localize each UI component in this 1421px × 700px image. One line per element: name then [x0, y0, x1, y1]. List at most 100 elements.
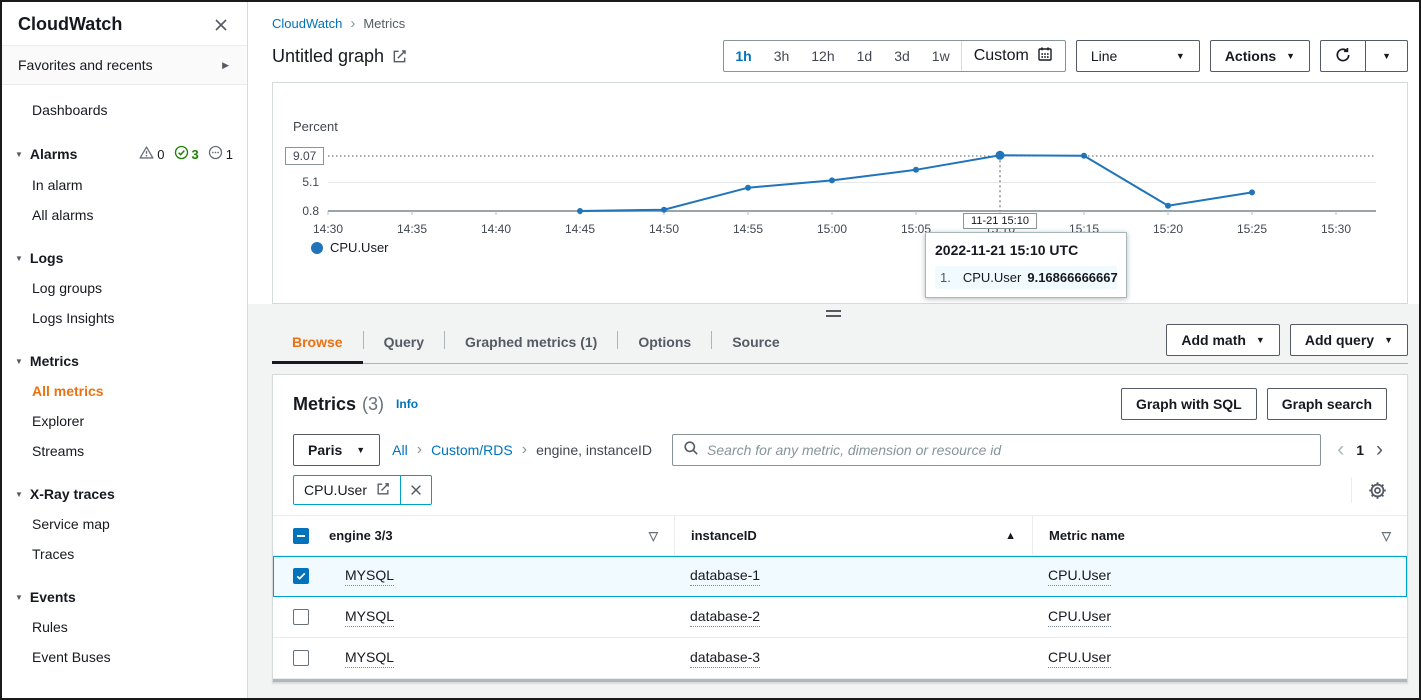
- sidebar-item-traces[interactable]: Traces: [32, 546, 75, 562]
- range-12h[interactable]: 12h: [811, 48, 835, 64]
- tab-options[interactable]: Options: [638, 334, 692, 350]
- caret-down-icon[interactable]: ▼: [15, 356, 23, 366]
- table-row[interactable]: MYSQL database-1 CPU.User: [273, 556, 1407, 597]
- range-1h[interactable]: 1h: [735, 48, 752, 64]
- sidebar-section-alarms[interactable]: ▼ Alarms 0 3 1: [2, 138, 247, 170]
- filter-icon[interactable]: ▽: [648, 528, 658, 543]
- gear-icon[interactable]: [1368, 481, 1387, 500]
- refresh-button[interactable]: [1320, 40, 1367, 72]
- add-math-button[interactable]: Add math ▼: [1166, 324, 1280, 356]
- line-chart-plot[interactable]: [273, 83, 1410, 233]
- engine-value[interactable]: MYSQL: [345, 608, 395, 627]
- close-icon[interactable]: [213, 17, 229, 33]
- range-1w[interactable]: 1w: [931, 48, 950, 64]
- sidebar-item-all-metrics[interactable]: All metrics: [32, 383, 104, 399]
- sidebar-item-event-buses[interactable]: Event Buses: [32, 649, 111, 665]
- engine-value[interactable]: MYSQL: [345, 649, 395, 668]
- caret-down-icon[interactable]: ▼: [15, 253, 23, 263]
- instance-id-value[interactable]: database-3: [690, 649, 761, 668]
- column-header-engine[interactable]: engine 3/3 ▽: [329, 516, 674, 555]
- metrics-tabs: Browse Query Graphed metrics (1) Options…: [272, 323, 1408, 364]
- chart-legend[interactable]: CPU.User: [311, 240, 389, 255]
- table-row[interactable]: MYSQL database-3 CPU.User: [273, 638, 1407, 679]
- sidebar-section-metrics[interactable]: ▼ Metrics: [2, 346, 247, 376]
- sidebar-section-logs[interactable]: ▼ Logs: [2, 243, 247, 273]
- tab-query[interactable]: Query: [383, 334, 425, 350]
- column-header-instanceid[interactable]: instanceID ▲: [674, 516, 1032, 555]
- region-select[interactable]: Paris ▼: [293, 434, 381, 466]
- actions-button[interactable]: Actions ▼: [1209, 40, 1311, 72]
- row-checkbox[interactable]: [293, 609, 309, 625]
- filter-icon[interactable]: ▽: [1381, 528, 1391, 543]
- sidebar-item-streams[interactable]: Streams: [32, 443, 85, 459]
- horizontal-scrollbar[interactable]: [273, 679, 1407, 682]
- caret-down-icon[interactable]: ▼: [15, 592, 23, 602]
- graph-search-button[interactable]: Graph search: [1266, 388, 1387, 420]
- metrics-count: (3): [362, 393, 385, 414]
- alarms-section-label: Alarms: [29, 146, 78, 162]
- metric-name-value[interactable]: CPU.User: [1048, 649, 1112, 668]
- sidebar-item-favorites[interactable]: Favorites and recents ▶: [2, 46, 247, 85]
- info-link[interactable]: Info: [396, 397, 419, 411]
- row-checkbox[interactable]: [293, 568, 309, 584]
- tab-graphed-metrics[interactable]: Graphed metrics (1): [465, 334, 598, 350]
- edit-icon[interactable]: [376, 482, 390, 499]
- sidebar-section-xray[interactable]: ▼ X-Ray traces: [2, 479, 247, 509]
- sidebar-item-in-alarm[interactable]: In alarm: [32, 177, 83, 193]
- tab-browse[interactable]: Browse: [272, 323, 363, 364]
- metric-name-value[interactable]: CPU.User: [1048, 567, 1112, 586]
- sidebar-item-service-map[interactable]: Service map: [32, 516, 110, 532]
- sidebar-item-log-groups[interactable]: Log groups: [32, 280, 103, 296]
- resize-handle-icon[interactable]: [826, 310, 841, 317]
- x-tick-label: 14:55: [732, 222, 764, 236]
- range-3d[interactable]: 3d: [894, 48, 910, 64]
- instance-id-value[interactable]: database-2: [690, 608, 761, 627]
- caret-down-icon[interactable]: ▼: [15, 149, 23, 159]
- tooltip-series-name: CPU.User: [962, 270, 1022, 285]
- next-page-icon[interactable]: ›: [1376, 438, 1383, 461]
- x-tick-label: 14:50: [648, 222, 680, 236]
- namespace-all-link[interactable]: All: [392, 442, 408, 458]
- row-checkbox[interactable]: [293, 650, 309, 666]
- range-1d[interactable]: 1d: [856, 48, 873, 64]
- add-query-button[interactable]: Add query ▼: [1289, 324, 1408, 356]
- caret-down-icon[interactable]: ▼: [15, 489, 23, 499]
- x-tick-label: 15:20: [1152, 222, 1184, 236]
- tab-divider: [444, 331, 446, 349]
- select-all-checkbox[interactable]: [293, 527, 309, 544]
- remove-chip-icon[interactable]: [400, 476, 431, 504]
- range-3h[interactable]: 3h: [773, 48, 790, 64]
- column-header-metric-name[interactable]: Metric name ▽: [1032, 516, 1407, 555]
- sidebar-item-dashboards[interactable]: Dashboards: [32, 102, 108, 118]
- metric-search-box: [672, 434, 1322, 466]
- chart-type-select[interactable]: Line ▼: [1075, 40, 1200, 72]
- graph-area: CloudWatch › Metrics Untitled graph 1h 3…: [248, 2, 1419, 304]
- namespace-custom-rds-link[interactable]: Custom/RDS: [431, 442, 513, 458]
- alarm-warning-badge: 0: [139, 145, 165, 163]
- metric-search-input[interactable]: [707, 442, 1311, 458]
- alarm-insufficient-badge: 1: [208, 145, 233, 163]
- custom-label: Custom: [973, 47, 1029, 64]
- sidebar-item-explorer[interactable]: Explorer: [32, 413, 85, 429]
- tab-source[interactable]: Source: [732, 334, 780, 350]
- refresh-options-button[interactable]: ▼: [1365, 40, 1408, 72]
- engine-value[interactable]: MYSQL: [345, 567, 395, 586]
- metrics-table: engine 3/3 ▽ instanceID ▲ Metric name ▽ …: [273, 515, 1407, 679]
- sidebar-section-events[interactable]: ▼ Events: [2, 582, 247, 612]
- sort-ascending-icon[interactable]: ▲: [1005, 529, 1016, 542]
- current-page-number[interactable]: 1: [1356, 442, 1364, 458]
- graph-with-sql-button[interactable]: Graph with SQL: [1120, 388, 1257, 420]
- sidebar-item-logs-insights[interactable]: Logs Insights: [32, 310, 115, 326]
- sidebar-item-all-alarms[interactable]: All alarms: [32, 207, 94, 223]
- breadcrumb-cloudwatch[interactable]: CloudWatch: [272, 16, 343, 31]
- instance-id-value[interactable]: database-1: [690, 567, 761, 586]
- metric-name-value[interactable]: CPU.User: [1048, 608, 1112, 627]
- edit-icon[interactable]: [392, 49, 407, 64]
- check-circle-icon: [174, 145, 189, 163]
- range-custom[interactable]: Custom: [960, 41, 1065, 71]
- sidebar-item-rules[interactable]: Rules: [32, 619, 68, 635]
- metric-chart[interactable]: Percent 9.07 5.1 0.8 14:30 14:35 14:40 14:45 1…: [272, 82, 1408, 304]
- previous-page-icon[interactable]: ‹: [1337, 438, 1345, 461]
- actions-label: Actions: [1224, 48, 1277, 64]
- table-row[interactable]: MYSQL database-2 CPU.User: [273, 597, 1407, 638]
